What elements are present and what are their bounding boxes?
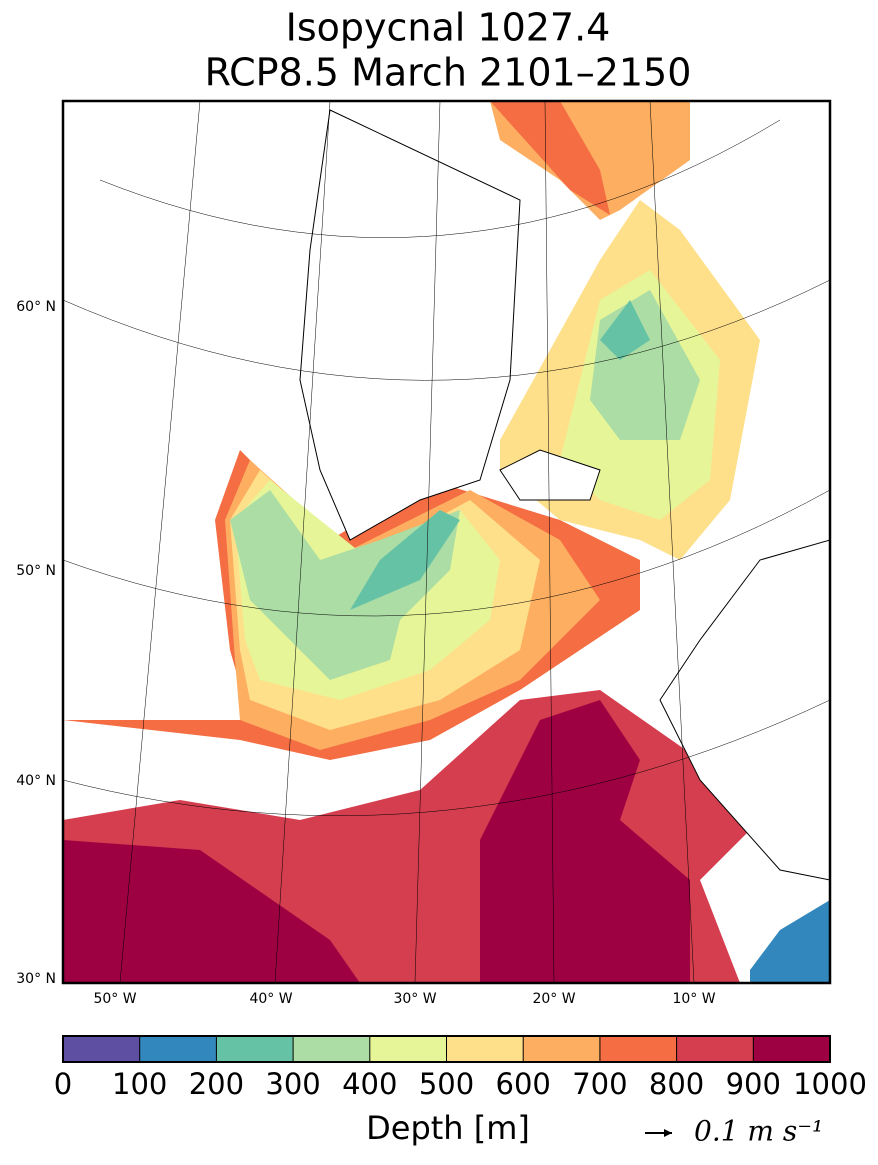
map xyxy=(63,101,830,983)
colorbar-segment xyxy=(599,1036,677,1062)
colorbar-tick-label: 500 xyxy=(419,1067,474,1101)
colorbar-tick-label: 100 xyxy=(112,1067,167,1101)
colorbar-tick-label: 300 xyxy=(265,1067,320,1101)
lat-label: 40° N xyxy=(16,773,56,789)
colorbar-segment xyxy=(753,1036,830,1062)
colorbar-tick-label: 800 xyxy=(649,1067,704,1101)
lat-label: 60° N xyxy=(16,299,56,315)
colorbar-segment xyxy=(293,1036,370,1062)
lon-label: 40° W xyxy=(249,991,292,1007)
lat-label: 30° N xyxy=(16,971,56,987)
quiver-key-arrowhead xyxy=(664,1129,672,1137)
colorbar-segment xyxy=(446,1036,524,1062)
colorbar-tick-label: 0 xyxy=(54,1067,72,1101)
colorbar-tick-label: 700 xyxy=(572,1067,627,1101)
colorbar-tick-label: 1000 xyxy=(793,1067,867,1101)
colorbar: 0 100 200 300 400 500 600 700 800 900 1000 xyxy=(54,1035,867,1101)
lon-label: 50° W xyxy=(93,991,136,1007)
quiver-key-label: 0.1 m s⁻¹ xyxy=(694,1115,823,1148)
colorbar-segment xyxy=(369,1036,447,1062)
lat-label: 50° N xyxy=(16,563,56,579)
map-frame xyxy=(61,99,832,985)
colorbar-segment xyxy=(139,1036,217,1062)
colorbar-tick-label: 200 xyxy=(189,1067,244,1101)
colorbar-tick-label: 900 xyxy=(726,1067,781,1101)
colorbar-segment xyxy=(676,1036,754,1062)
lon-label: 20° W xyxy=(532,991,575,1007)
colorbar-tick-label: 600 xyxy=(496,1067,551,1101)
title: Isopycnal 1027.4 xyxy=(286,6,611,50)
lon-label: 10° W xyxy=(672,991,715,1007)
colorbar-label: Depth [m] xyxy=(366,1109,530,1147)
colorbar-segment xyxy=(216,1036,294,1062)
lon-label: 30° W xyxy=(393,991,436,1007)
subtitle: RCP8.5 March 2101–2150 xyxy=(205,51,692,95)
colorbar-tick-label: 400 xyxy=(342,1067,397,1101)
colorbar-segment xyxy=(523,1036,600,1062)
colorbar-segment xyxy=(63,1036,140,1062)
